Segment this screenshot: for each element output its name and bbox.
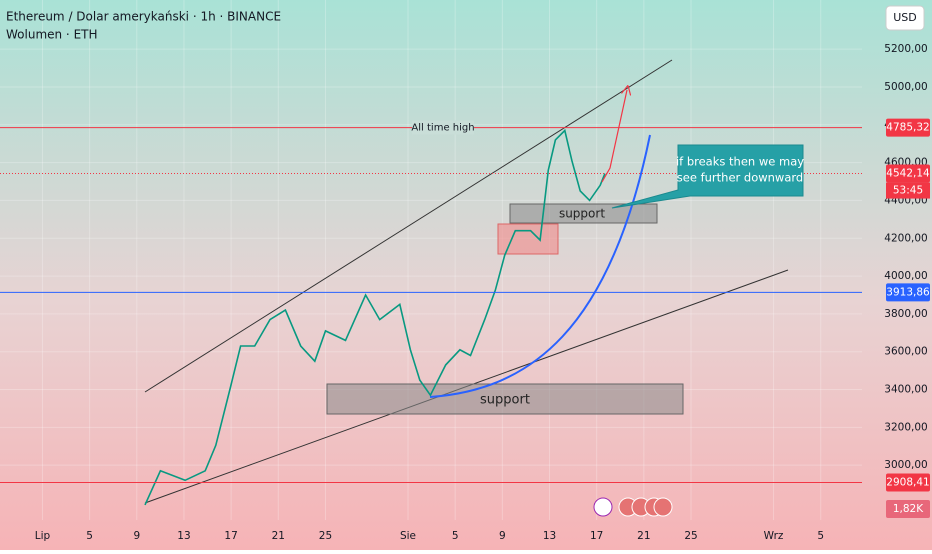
y-tick-label: 5000,00 [884, 81, 927, 93]
currency-button[interactable] [885, 5, 925, 31]
x-tick-label: 25 [684, 530, 697, 542]
x-tick-label: 17 [224, 530, 237, 542]
x-tick-label: 5 [452, 530, 459, 542]
y-tick-label: 3200,00 [884, 421, 927, 433]
projection-arrow [601, 90, 627, 183]
price-tag-label: 2908,41 [886, 476, 929, 488]
x-tick-label: 9 [133, 530, 140, 542]
y-tick-label: 4200,00 [884, 232, 927, 244]
x-tick-label: Lip [35, 530, 51, 542]
x-tick-label: 13 [543, 530, 556, 542]
price-line [144, 128, 606, 506]
subtitle: Wolumen · ETH [6, 28, 98, 42]
y-tick-label: 3600,00 [884, 346, 927, 358]
support-box [326, 383, 684, 415]
price-tag [886, 473, 930, 492]
y-tick-label: 3000,00 [884, 459, 927, 471]
volume-label: 1,82K [893, 503, 924, 515]
y-tick-label: 3800,00 [884, 308, 927, 320]
x-tick-label: Wrz [764, 530, 784, 542]
x-tick-label: 21 [637, 530, 650, 542]
callout-text: see further downward [677, 171, 803, 185]
event-icon[interactable] [593, 497, 613, 517]
ath-bg [412, 120, 474, 135]
volume-tag [886, 500, 930, 518]
y-tick-label: 3400,00 [884, 384, 927, 396]
x-tick-label: 21 [272, 530, 285, 542]
support-box [509, 203, 658, 224]
x-tick-label: 13 [177, 530, 190, 542]
price-tag [886, 283, 930, 302]
price-tag [886, 118, 930, 137]
ath-label: All time high [411, 123, 474, 134]
callout [611, 144, 804, 209]
curve [429, 134, 651, 398]
currency: USD [893, 11, 917, 24]
price-tag-label: 4785,32 [886, 122, 929, 134]
y-tick-label: 4000,00 [884, 270, 927, 282]
callout-text: if breaks then we may [676, 155, 804, 169]
price-tag-label: 3913,86 [886, 286, 930, 298]
chart-title: Ethereum / Dolar amerykański · 1h · BINA… [6, 10, 281, 24]
price-tag-label: 4542,14 [886, 168, 930, 180]
x-tick-label: 9 [499, 530, 506, 542]
event-icon[interactable] [653, 497, 673, 517]
y-tick-label: 5200,00 [884, 43, 927, 55]
x-tick-label: 25 [319, 530, 332, 542]
support-label: support [480, 393, 530, 408]
x-tick-label: 5 [86, 530, 93, 542]
x-tick-label: 5 [817, 530, 824, 542]
countdown: 53:45 [893, 185, 923, 197]
support-label: support [559, 207, 605, 221]
countdown-tag [886, 182, 930, 199]
price-tag [886, 164, 930, 183]
trend-line [144, 59, 673, 393]
x-tick-label: Sie [400, 530, 416, 542]
x-tick-label: 17 [590, 530, 603, 542]
